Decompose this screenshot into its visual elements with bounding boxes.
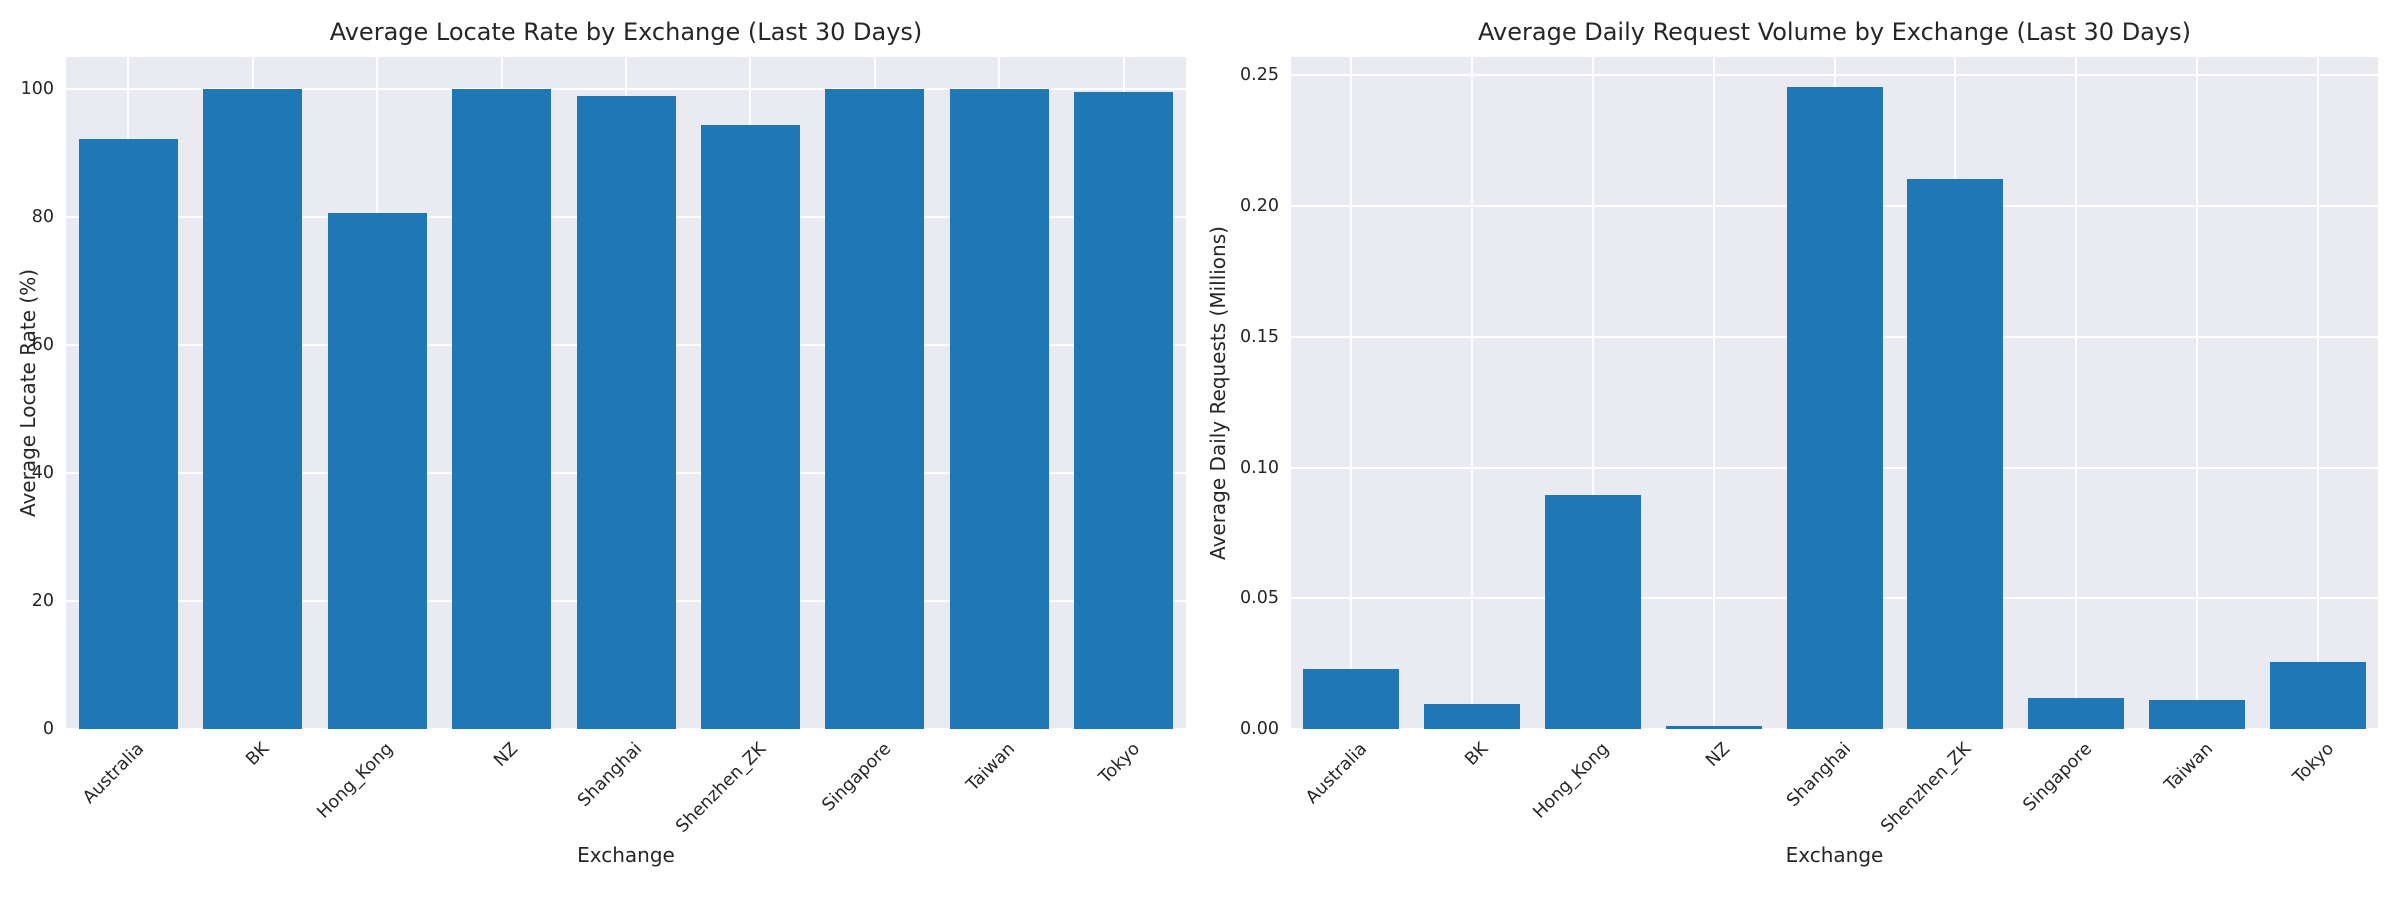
gridline-vertical bbox=[1350, 57, 1353, 729]
y-tick-label: 40 bbox=[31, 463, 54, 483]
y-tick-label: 0.10 bbox=[1240, 457, 1279, 478]
gridline-vertical bbox=[2195, 57, 2198, 729]
bar-hong_kong bbox=[327, 213, 427, 729]
bar-shanghai bbox=[1786, 87, 1883, 729]
x-tick-label: Singapore bbox=[2019, 739, 2097, 816]
bar-australia bbox=[78, 138, 178, 729]
bar-singapore bbox=[825, 89, 925, 729]
y-tick-label: 0.25 bbox=[1240, 65, 1279, 86]
y-tick-label: 0.05 bbox=[1240, 588, 1279, 609]
bar-nz bbox=[452, 89, 552, 729]
y-tick-label: 60 bbox=[31, 335, 54, 355]
x-tick-label: Taiwan bbox=[2160, 739, 2217, 796]
gridline-horizontal bbox=[1291, 728, 2378, 730]
bar-shenzhen_zk bbox=[1907, 178, 2004, 729]
y-tick-label: 0.20 bbox=[1240, 196, 1279, 217]
y-tick-label: 0.15 bbox=[1240, 326, 1279, 347]
gridline-vertical bbox=[2316, 57, 2319, 729]
chart-title: Average Daily Request Volume by Exchange… bbox=[1478, 18, 2191, 46]
y-tick-label: 0.00 bbox=[1240, 719, 1279, 739]
bar-taiwan bbox=[2148, 700, 2245, 729]
bar-taiwan bbox=[949, 89, 1049, 729]
gridline-vertical bbox=[1591, 57, 1594, 729]
plot-area bbox=[1291, 57, 2378, 730]
x-tick-label: Australia bbox=[1302, 739, 1372, 808]
y-tick-label: 80 bbox=[31, 207, 54, 227]
bar-nz bbox=[1665, 726, 1762, 729]
bar-shenzhen_zk bbox=[700, 124, 800, 729]
x-tick-label: NZ bbox=[1701, 739, 1734, 771]
gridline-horizontal bbox=[1291, 74, 2378, 77]
plot-area bbox=[66, 57, 1186, 730]
bar-australia bbox=[1303, 668, 1400, 729]
x-tick-label: Shenzhen_ZK bbox=[1877, 739, 1976, 837]
gridline-horizontal bbox=[66, 88, 1186, 90]
chart-title: Average Locate Rate by Exchange (Last 30… bbox=[329, 18, 923, 46]
bar-shanghai bbox=[576, 96, 676, 729]
x-tick-label: Tokyo bbox=[2288, 739, 2338, 788]
y-tick-label: 100 bbox=[20, 79, 54, 99]
y-tick-label: 20 bbox=[31, 591, 54, 611]
x-tick-label: Hong_Kong bbox=[1529, 739, 1614, 823]
gridline-horizontal bbox=[66, 728, 1186, 730]
gridline-vertical bbox=[2075, 57, 2078, 729]
y-tick-label: 0 bbox=[42, 719, 54, 739]
x-tick-label: BK bbox=[1461, 739, 1493, 770]
x-axis-label: Exchange bbox=[1785, 843, 1884, 867]
x-tick-label: Shanghai bbox=[1782, 739, 1855, 811]
bar-bk bbox=[1424, 704, 1521, 729]
bar-hong_kong bbox=[1544, 494, 1641, 729]
bar-bk bbox=[203, 89, 303, 729]
x-axis-label: Exchange bbox=[577, 843, 675, 867]
y-axis-label: Average Daily Requests (Millions) bbox=[1206, 226, 1230, 560]
gridline-vertical bbox=[1712, 57, 1715, 729]
bar-tokyo bbox=[1074, 92, 1174, 729]
bar-singapore bbox=[2028, 697, 2125, 729]
gridline-vertical bbox=[1471, 57, 1474, 729]
bar-tokyo bbox=[2269, 662, 2366, 729]
